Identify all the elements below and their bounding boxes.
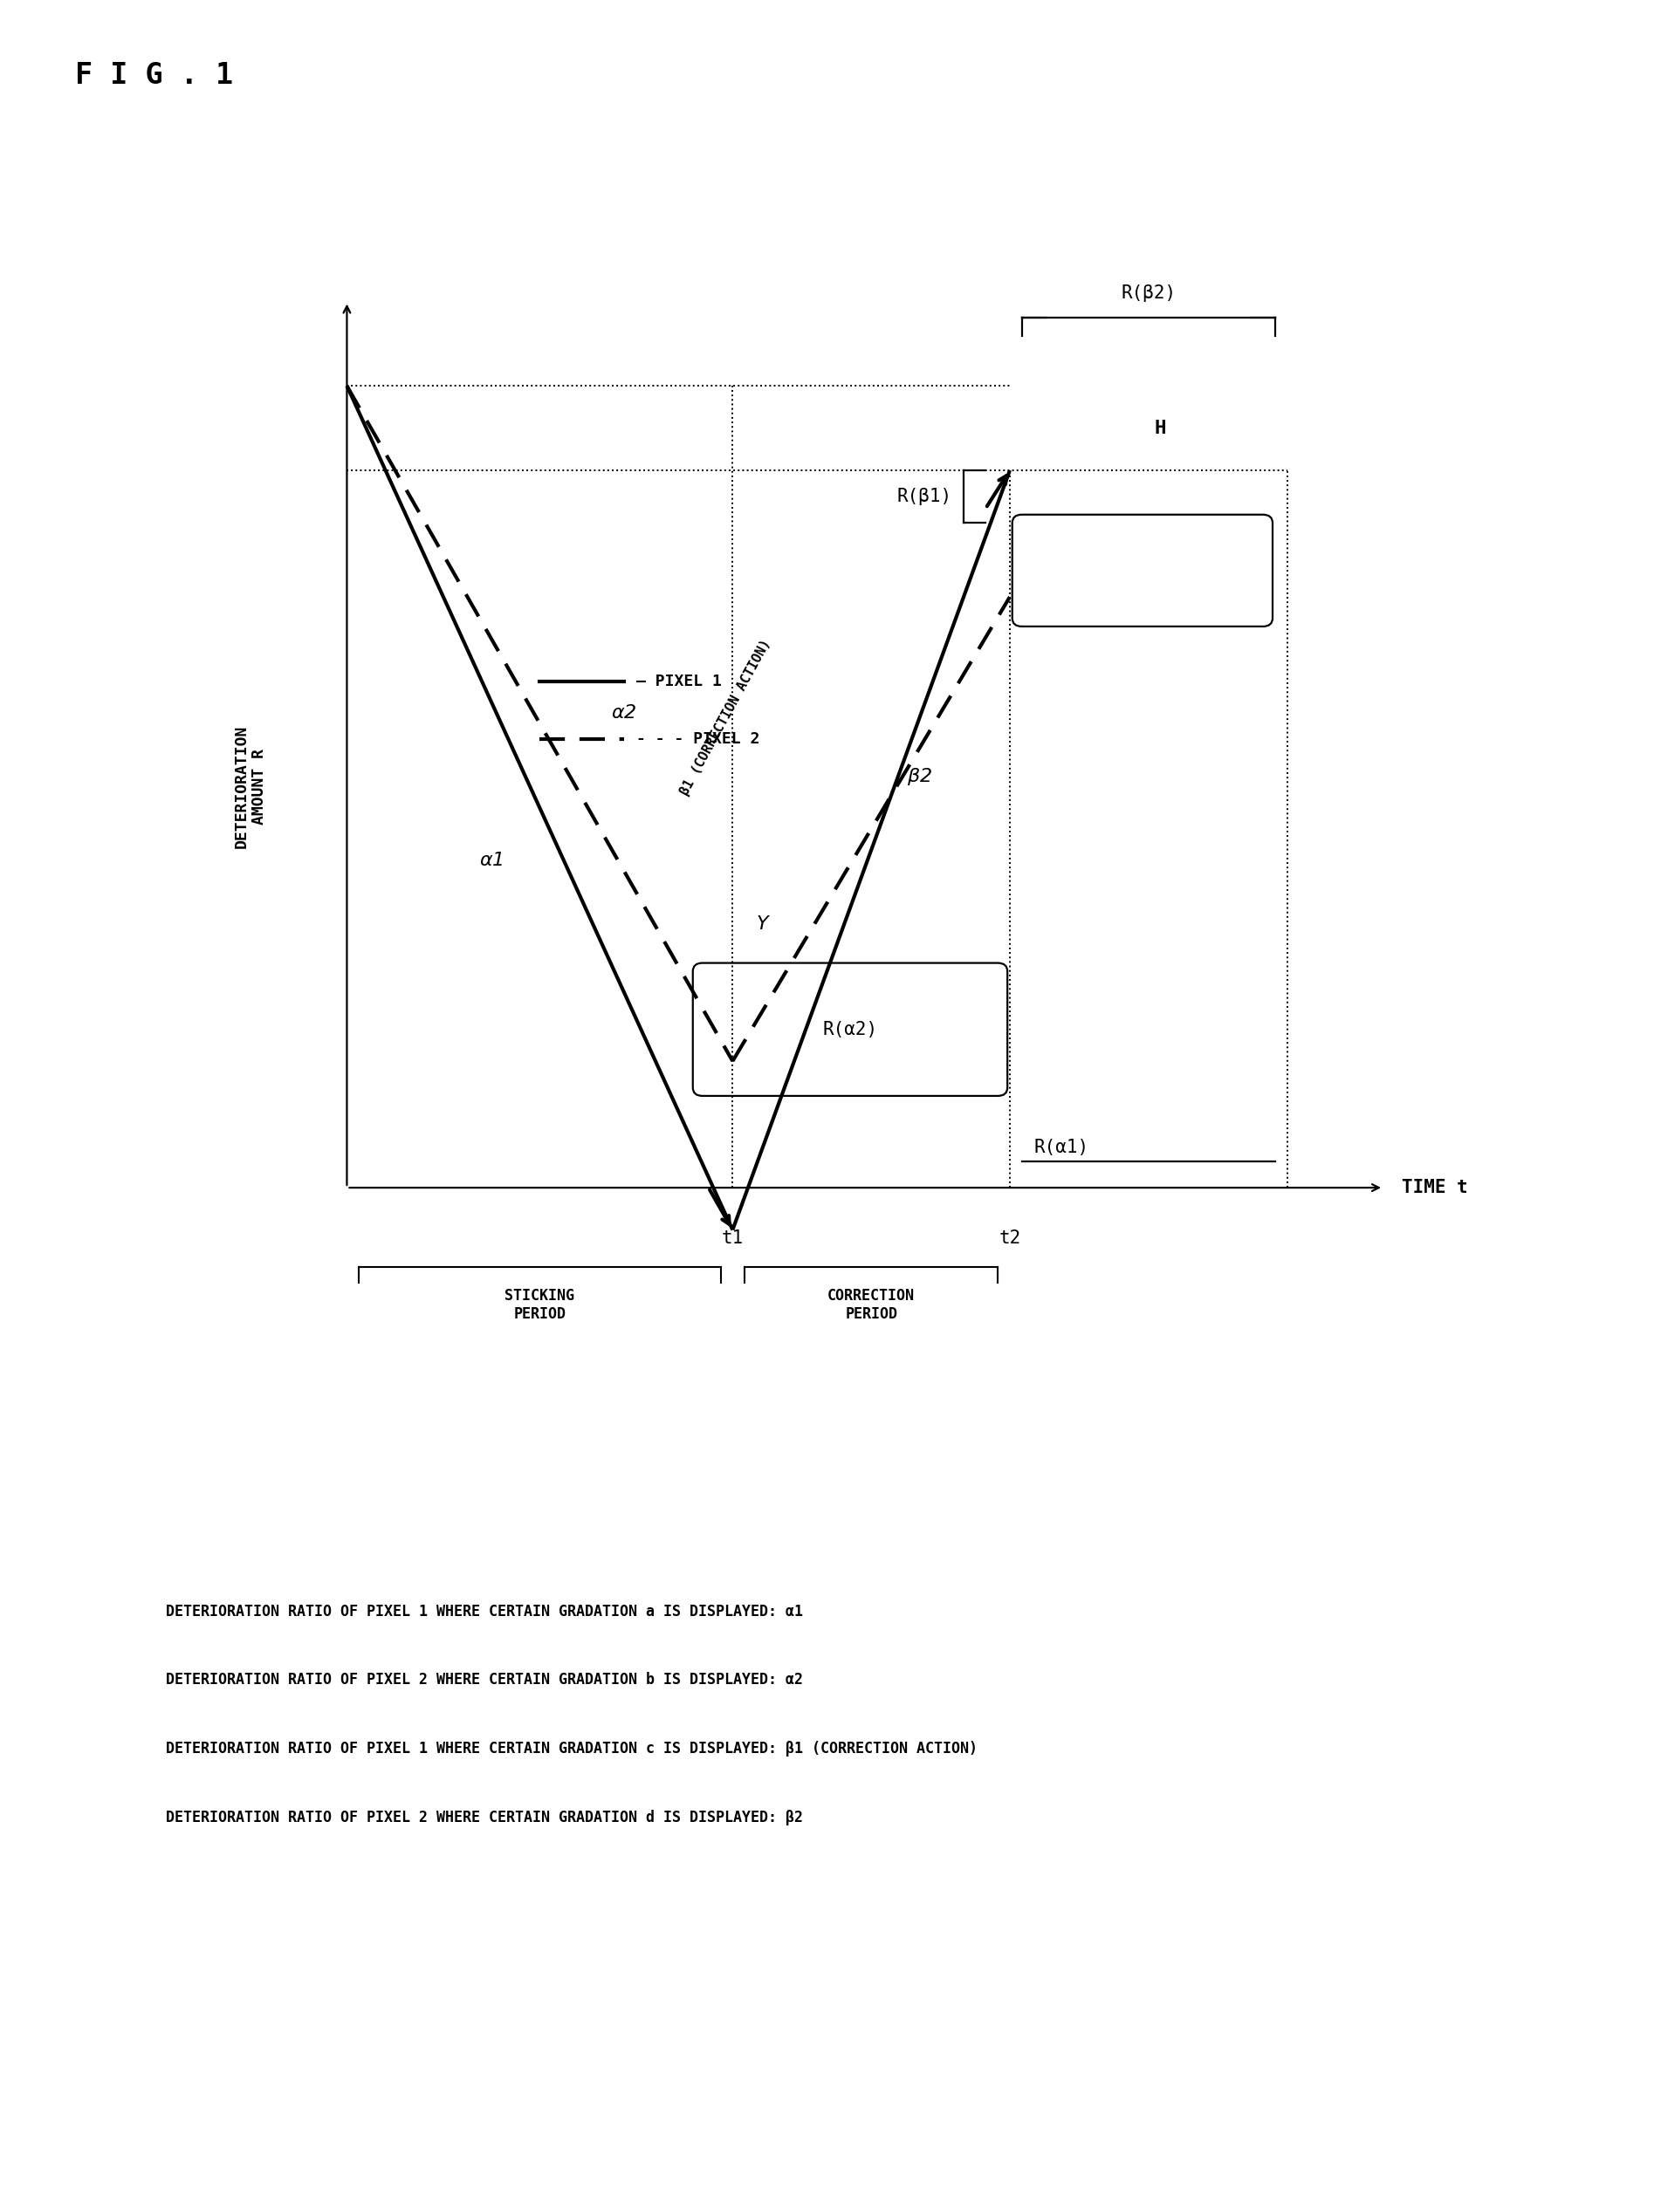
Text: $\alpha$2: $\alpha$2 <box>611 703 636 721</box>
Text: R(α2): R(α2) <box>822 1020 877 1037</box>
Text: CORRECTION
PERIOD: CORRECTION PERIOD <box>827 1287 915 1323</box>
Text: DETERIORATION RATIO OF PIXEL 2 WHERE CERTAIN GRADATION d IS DISPLAYED: β2: DETERIORATION RATIO OF PIXEL 2 WHERE CER… <box>166 1809 804 1825</box>
Text: $\alpha$1: $\alpha$1 <box>480 852 503 869</box>
Text: R(β1): R(β1) <box>897 489 952 504</box>
Text: H: H <box>1154 420 1166 436</box>
Text: Y: Y <box>757 916 769 933</box>
Text: DETERIORATION RATIO OF PIXEL 1 WHERE CERTAIN GRADATION c IS DISPLAYED: β1 (CORRE: DETERIORATION RATIO OF PIXEL 1 WHERE CER… <box>166 1741 978 1756</box>
Text: R(α1): R(α1) <box>1033 1139 1090 1157</box>
Text: DETERIORATION RATIO OF PIXEL 1 WHERE CERTAIN GRADATION a IS DISPLAYED: α1: DETERIORATION RATIO OF PIXEL 1 WHERE CER… <box>166 1604 804 1619</box>
Text: t1: t1 <box>721 1230 744 1248</box>
Text: - - - PIXEL 2: - - - PIXEL 2 <box>636 732 759 748</box>
Text: F I G . 1: F I G . 1 <box>75 62 233 91</box>
Text: DETERIORATION RATIO OF PIXEL 2 WHERE CERTAIN GRADATION b IS DISPLAYED: α2: DETERIORATION RATIO OF PIXEL 2 WHERE CER… <box>166 1672 804 1688</box>
Text: t2: t2 <box>998 1230 1022 1248</box>
Text: R(β2): R(β2) <box>1121 283 1176 301</box>
Text: DETERIORATION
AMOUNT R: DETERIORATION AMOUNT R <box>234 726 267 849</box>
Text: β1 (CORRECTION ACTION): β1 (CORRECTION ACTION) <box>678 637 774 796</box>
Text: — PIXEL 1: — PIXEL 1 <box>636 672 721 690</box>
Text: STICKING
PERIOD: STICKING PERIOD <box>505 1287 575 1323</box>
Text: TIME t: TIME t <box>1402 1179 1468 1197</box>
Text: $\beta$2: $\beta$2 <box>907 765 932 787</box>
